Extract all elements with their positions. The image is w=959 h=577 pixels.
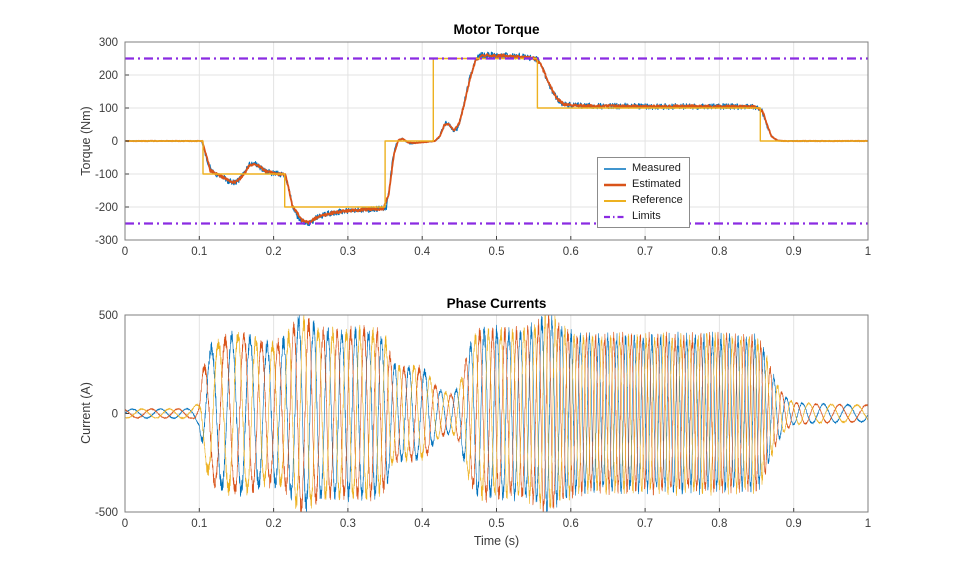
svg-text:0: 0: [122, 246, 128, 258]
legend: Measured Estimated Reference Limits: [597, 157, 690, 228]
svg-text:0.8: 0.8: [711, 246, 727, 258]
svg-text:0.7: 0.7: [637, 518, 653, 530]
torque-y-axis-label: Torque (Nm): [79, 106, 93, 176]
legend-label-estimated: Estimated: [632, 178, 681, 190]
legend-item-limits: Limits: [603, 209, 683, 224]
limits-line-sample: [604, 215, 626, 218]
svg-text:0.3: 0.3: [340, 246, 356, 258]
svg-text:-100: -100: [95, 169, 118, 181]
svg-text:0: 0: [112, 409, 118, 421]
svg-text:0.3: 0.3: [340, 518, 356, 530]
svg-text:0.4: 0.4: [414, 518, 431, 530]
svg-text:0.5: 0.5: [489, 518, 505, 530]
svg-text:0.4: 0.4: [414, 246, 431, 258]
svg-text:-500: -500: [95, 507, 118, 519]
svg-text:0.1: 0.1: [191, 518, 207, 530]
measured-line-sample: [604, 167, 626, 170]
svg-text:-300: -300: [95, 235, 118, 247]
svg-text:0.8: 0.8: [711, 518, 727, 530]
svg-text:0.2: 0.2: [266, 518, 282, 530]
estimated-line-sample: [604, 183, 626, 186]
svg-text:-200: -200: [95, 202, 118, 214]
legend-item-measured: Measured: [603, 161, 683, 176]
svg-text:0.6: 0.6: [563, 246, 579, 258]
svg-text:300: 300: [99, 37, 118, 49]
legend-label-measured: Measured: [632, 162, 681, 174]
legend-item-reference: Reference: [603, 193, 683, 208]
svg-text:0.9: 0.9: [786, 518, 802, 530]
svg-text:0.5: 0.5: [489, 246, 505, 258]
svg-text:0.6: 0.6: [563, 518, 579, 530]
svg-text:0.2: 0.2: [266, 246, 282, 258]
currents-y-axis-label: Current (A): [79, 382, 93, 444]
svg-text:1: 1: [865, 246, 871, 258]
legend-label-reference: Reference: [632, 194, 683, 206]
reference-line-sample: [604, 199, 626, 202]
svg-text:200: 200: [99, 70, 118, 82]
legend-label-limits: Limits: [632, 210, 661, 222]
svg-text:100: 100: [99, 103, 118, 115]
svg-text:0.7: 0.7: [637, 246, 653, 258]
svg-text:0: 0: [122, 518, 128, 530]
svg-text:1: 1: [865, 518, 871, 530]
svg-text:0: 0: [112, 136, 118, 148]
svg-text:0.1: 0.1: [191, 246, 207, 258]
torque-plot-title: Motor Torque: [453, 22, 540, 37]
legend-item-estimated: Estimated: [603, 177, 683, 192]
svg-text:0.9: 0.9: [786, 246, 802, 258]
x-axis-label: Time (s): [473, 534, 520, 548]
currents-plot-title: Phase Currents: [446, 296, 547, 311]
svg-text:500: 500: [99, 310, 118, 322]
